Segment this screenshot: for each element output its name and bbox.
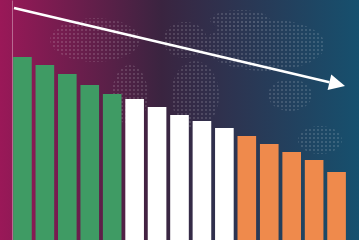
bar xyxy=(193,121,212,240)
bar xyxy=(80,85,99,240)
bar xyxy=(148,107,167,240)
background xyxy=(0,0,359,240)
map-region xyxy=(298,126,342,154)
bar xyxy=(58,74,77,240)
y-axis-line xyxy=(12,1,13,240)
bar xyxy=(238,136,257,240)
bar xyxy=(103,94,122,240)
bar xyxy=(215,128,234,240)
bar xyxy=(260,144,279,240)
bar xyxy=(36,65,55,240)
bar xyxy=(125,99,144,240)
bar xyxy=(282,152,301,240)
arrow-shaft xyxy=(14,8,329,82)
arrow-head xyxy=(328,75,345,91)
trend-arrow xyxy=(14,8,345,90)
bar xyxy=(327,172,346,240)
y-axis xyxy=(12,1,13,240)
bars xyxy=(13,57,346,240)
map-region xyxy=(268,79,312,111)
bar xyxy=(13,57,32,240)
map-region xyxy=(210,10,270,30)
bar xyxy=(305,160,324,240)
bar xyxy=(170,115,189,240)
chart xyxy=(0,0,359,240)
map-region xyxy=(50,18,140,62)
